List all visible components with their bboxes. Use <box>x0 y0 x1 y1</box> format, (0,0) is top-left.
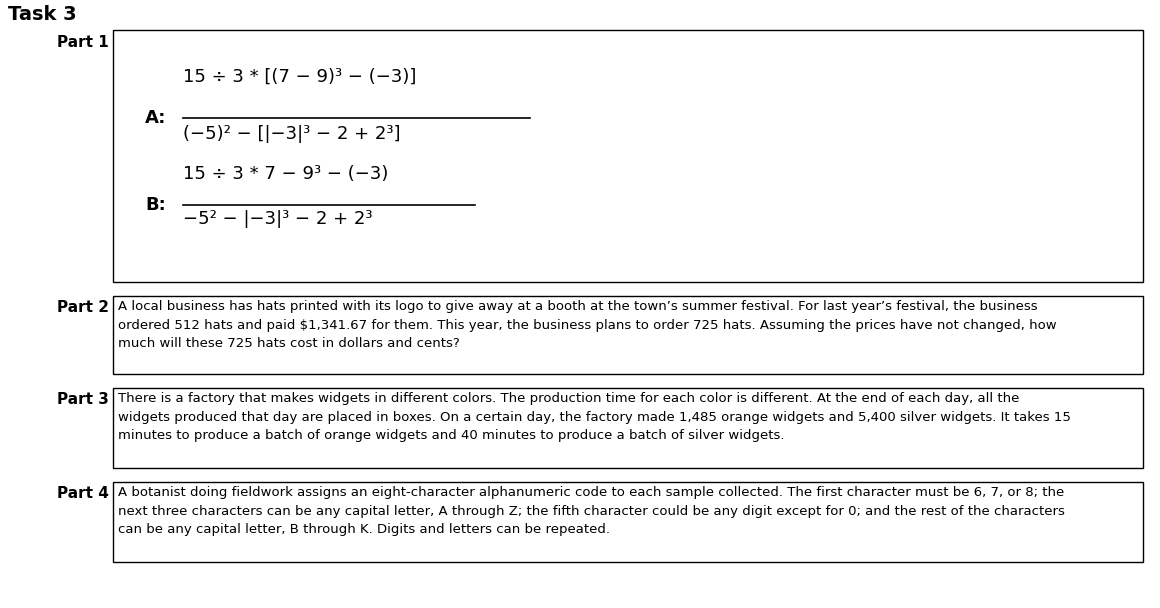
Bar <box>113 296 1143 374</box>
Text: −5² − |−3|³ − 2 + 2³: −5² − |−3|³ − 2 + 2³ <box>183 210 372 228</box>
Text: (−5)² − [|−3|³ − 2 + 2³]: (−5)² − [|−3|³ − 2 + 2³] <box>183 125 400 143</box>
Text: 15 ÷ 3 * 7 − 9³ − (−3): 15 ÷ 3 * 7 − 9³ − (−3) <box>183 165 389 183</box>
Text: Task 3: Task 3 <box>8 5 77 24</box>
Text: A local business has hats printed with its logo to give away at a booth at the t: A local business has hats printed with i… <box>118 300 1057 350</box>
Text: 15 ÷ 3 * [(7 − 9)³ − (−3)]: 15 ÷ 3 * [(7 − 9)³ − (−3)] <box>183 68 416 86</box>
Bar <box>113 388 1143 468</box>
Text: A botanist doing fieldwork assigns an eight-character alphanumeric code to each : A botanist doing fieldwork assigns an ei… <box>118 486 1065 536</box>
Text: A:: A: <box>145 109 166 127</box>
Text: Part 2: Part 2 <box>57 300 109 315</box>
Text: Part 1: Part 1 <box>57 35 109 50</box>
Bar <box>113 482 1143 562</box>
Text: B:: B: <box>145 196 166 214</box>
Text: Part 4: Part 4 <box>57 486 109 501</box>
Text: There is a factory that makes widgets in different colors. The production time f: There is a factory that makes widgets in… <box>118 392 1071 442</box>
Bar <box>113 30 1143 282</box>
Text: Part 3: Part 3 <box>57 392 109 407</box>
